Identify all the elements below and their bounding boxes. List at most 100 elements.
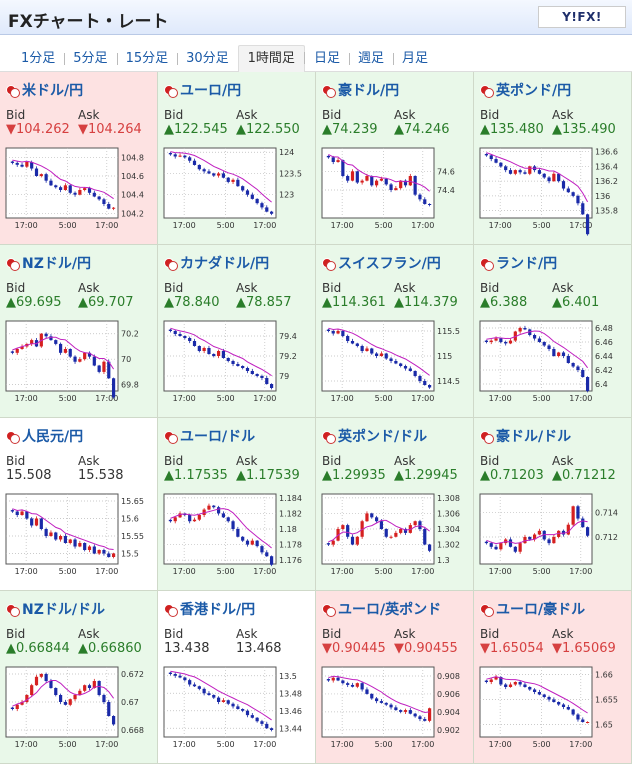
- bid-value: ▲1.17535: [164, 468, 228, 483]
- pair-link[interactable]: ユーロ/円: [164, 80, 241, 100]
- yjfx-logo[interactable]: Y!FX!: [538, 6, 626, 28]
- rate-card[interactable]: ユーロ/豪ドル Bid Ask ▼1.65054 ▼1.65069 1.66 1.655 1.…: [474, 591, 632, 764]
- y-tick-label: 1.655: [595, 696, 618, 705]
- rate-card[interactable]: カナダドル/円 Bid Ask ▲78.840 ▲78.857 79.4 79.2 79 17:…: [158, 245, 316, 418]
- pair-name[interactable]: スイスフラン/円: [338, 256, 441, 272]
- candle: [216, 507, 221, 514]
- candle: [336, 677, 340, 681]
- candle: [484, 680, 489, 682]
- rate-card[interactable]: 香港ドル/円 Bid Ask 13.438 13.468 13.5 13.48 13.46 13…: [158, 591, 316, 764]
- pair-name[interactable]: ユーロ/豪ドル: [496, 602, 586, 618]
- rate-card[interactable]: スイスフラン/円 Bid Ask ▲114.361 ▲114.379 115.5 115 11…: [316, 245, 474, 418]
- pair-name[interactable]: 米ドル/円: [22, 83, 84, 99]
- pair-link[interactable]: 人民元/円: [6, 426, 83, 446]
- candle: [557, 352, 561, 356]
- tab-timeframe[interactable]: 15分足: [117, 47, 178, 71]
- rate-card[interactable]: 米ドル/円 Bid Ask ▼104.262 ▼104.264 104.8 104.6 104…: [0, 72, 158, 245]
- candle: [384, 702, 388, 705]
- pair-name[interactable]: カナダドル/円: [180, 256, 270, 272]
- tab-timeframe[interactable]: 1時間足: [237, 45, 306, 72]
- pair-link[interactable]: 豪ドル/円: [322, 80, 399, 100]
- pair-link[interactable]: ユーロ/ドル: [164, 426, 255, 446]
- candle: [63, 349, 68, 353]
- rate-card[interactable]: NZドル/円 Bid Ask ▲69.695 ▲69.707 70.2 70 69.8 17:0…: [0, 245, 158, 418]
- candlestick-chart[interactable]: 6.486.466.446.426.417:00 5:00 17:00: [478, 315, 628, 411]
- pair-link[interactable]: カナダドル/円: [164, 253, 269, 273]
- flag-icon: [164, 84, 178, 98]
- pair-name[interactable]: ランド/円: [496, 256, 558, 272]
- candlestick-chart[interactable]: 1.66 1.655 1.65 17:00 5:00 17:00: [478, 661, 628, 757]
- rate-card[interactable]: 人民元/円 Bid Ask 15.508 15.538 15.65 15.6 15.55 15.…: [0, 418, 158, 591]
- candlestick-chart[interactable]: 74.6 74.4 17:00 5:00 17:00: [320, 142, 470, 238]
- pair-name[interactable]: ユーロ/英ポンド: [338, 602, 442, 618]
- pair-link[interactable]: スイスフラン/円: [322, 253, 441, 273]
- rate-card[interactable]: ユーロ/ドル Bid Ask ▲1.17535 ▲1.17539 1.184 1.182 1.…: [158, 418, 316, 591]
- rate-card[interactable]: ユーロ/円 Bid Ask ▲122.545 ▲122.550 124 123.5 123 17…: [158, 72, 316, 245]
- tab-timeframe[interactable]: 30分足: [177, 47, 239, 71]
- page-title: FXチャート・レート: [8, 12, 169, 32]
- pair-name[interactable]: 人民元/円: [22, 429, 84, 445]
- pair-link[interactable]: ユーロ/豪ドル: [480, 599, 585, 619]
- pair-name[interactable]: 香港ドル/円: [180, 602, 256, 618]
- pair-link[interactable]: 米ドル/円: [6, 80, 83, 100]
- pair-name[interactable]: ユーロ/ドル: [180, 429, 256, 445]
- candle: [585, 722, 590, 723]
- pair-name[interactable]: NZドル/円: [22, 256, 91, 272]
- tab-timeframe[interactable]: 月足: [401, 51, 428, 66]
- rate-card[interactable]: ユーロ/英ポンド Bid Ask ▼0.90445 ▼0.90455 0.908 0.906…: [316, 591, 474, 764]
- pair-link[interactable]: 香港ドル/円: [164, 599, 255, 619]
- tab-timeframe[interactable]: 1分足: [12, 47, 66, 71]
- tab-timeframe[interactable]: 週足: [349, 47, 394, 71]
- rate-card[interactable]: 英ポンド/ドル Bid Ask ▲1.29935 ▲1.29945 1.308 1.306 1…: [316, 418, 474, 591]
- candle: [326, 329, 331, 331]
- y-tick-label: 1.176: [279, 556, 302, 565]
- x-tick-label: 5:00: [59, 740, 77, 749]
- candle: [537, 530, 542, 535]
- rate-card[interactable]: 豪ドル/円 Bid Ask ▲74.239 ▲74.246 74.6 74.4 17:00 5:…: [316, 72, 474, 245]
- tab-timeframe[interactable]: 日足: [305, 47, 350, 71]
- pair-link[interactable]: 豪ドル/ドル: [480, 426, 571, 446]
- candle: [30, 518, 34, 526]
- tab-timeframe[interactable]: 5分足: [64, 47, 118, 71]
- bid-value: ▲135.480: [480, 122, 544, 137]
- pair-link[interactable]: ユーロ/英ポンド: [322, 599, 441, 619]
- rate-card[interactable]: 豪ドル/ドル Bid Ask ▲0.71203 ▲0.71212 0.714 0.712 17…: [474, 418, 632, 591]
- x-tick-label: 17:00: [95, 221, 118, 230]
- candle: [423, 719, 427, 721]
- candle: [504, 342, 508, 344]
- pair-name[interactable]: ユーロ/円: [180, 83, 242, 99]
- candlestick-chart[interactable]: 124 123.5 123 17:00 5:00 17:00: [162, 142, 312, 238]
- candle: [10, 707, 15, 709]
- candle: [44, 333, 48, 337]
- pair-name[interactable]: 英ポンド/円: [496, 83, 572, 99]
- pair-link[interactable]: NZドル/円: [6, 253, 91, 273]
- pair-link[interactable]: ランド/円: [480, 253, 557, 273]
- pair-name[interactable]: 豪ドル/円: [338, 83, 400, 99]
- candlestick-chart[interactable]: 0.714 0.712 17:00 5:00 17:00: [478, 488, 628, 584]
- pair-link[interactable]: 英ポンド/ドル: [322, 426, 427, 446]
- candlestick-chart[interactable]: 79.4 79.2 79 17:00 5:00 17:00: [162, 315, 312, 411]
- pair-name[interactable]: 豪ドル/ドル: [496, 429, 572, 445]
- rate-card[interactable]: 英ポンド/円 Bid Ask ▲135.480 ▲135.490 136.6 136.4 13…: [474, 72, 632, 245]
- rate-card[interactable]: ランド/円 Bid Ask ▲6.388 ▲6.401 6.48 6.46 6.44 6.42 6…: [474, 245, 632, 418]
- pair-name[interactable]: NZドル/ドル: [22, 602, 105, 618]
- pair-link[interactable]: NZドル/ドル: [6, 599, 105, 619]
- x-tick-label: 17:00: [331, 394, 354, 403]
- rate-card[interactable]: NZドル/ドル Bid Ask ▲0.66844 ▲0.66860 0.672 0.67 0.…: [0, 591, 158, 764]
- pair-name[interactable]: 英ポンド/ドル: [338, 429, 428, 445]
- candle: [250, 715, 254, 718]
- candle: [494, 159, 498, 163]
- pair-link[interactable]: 英ポンド/円: [480, 80, 571, 100]
- candle: [212, 695, 216, 698]
- candle: [107, 702, 111, 716]
